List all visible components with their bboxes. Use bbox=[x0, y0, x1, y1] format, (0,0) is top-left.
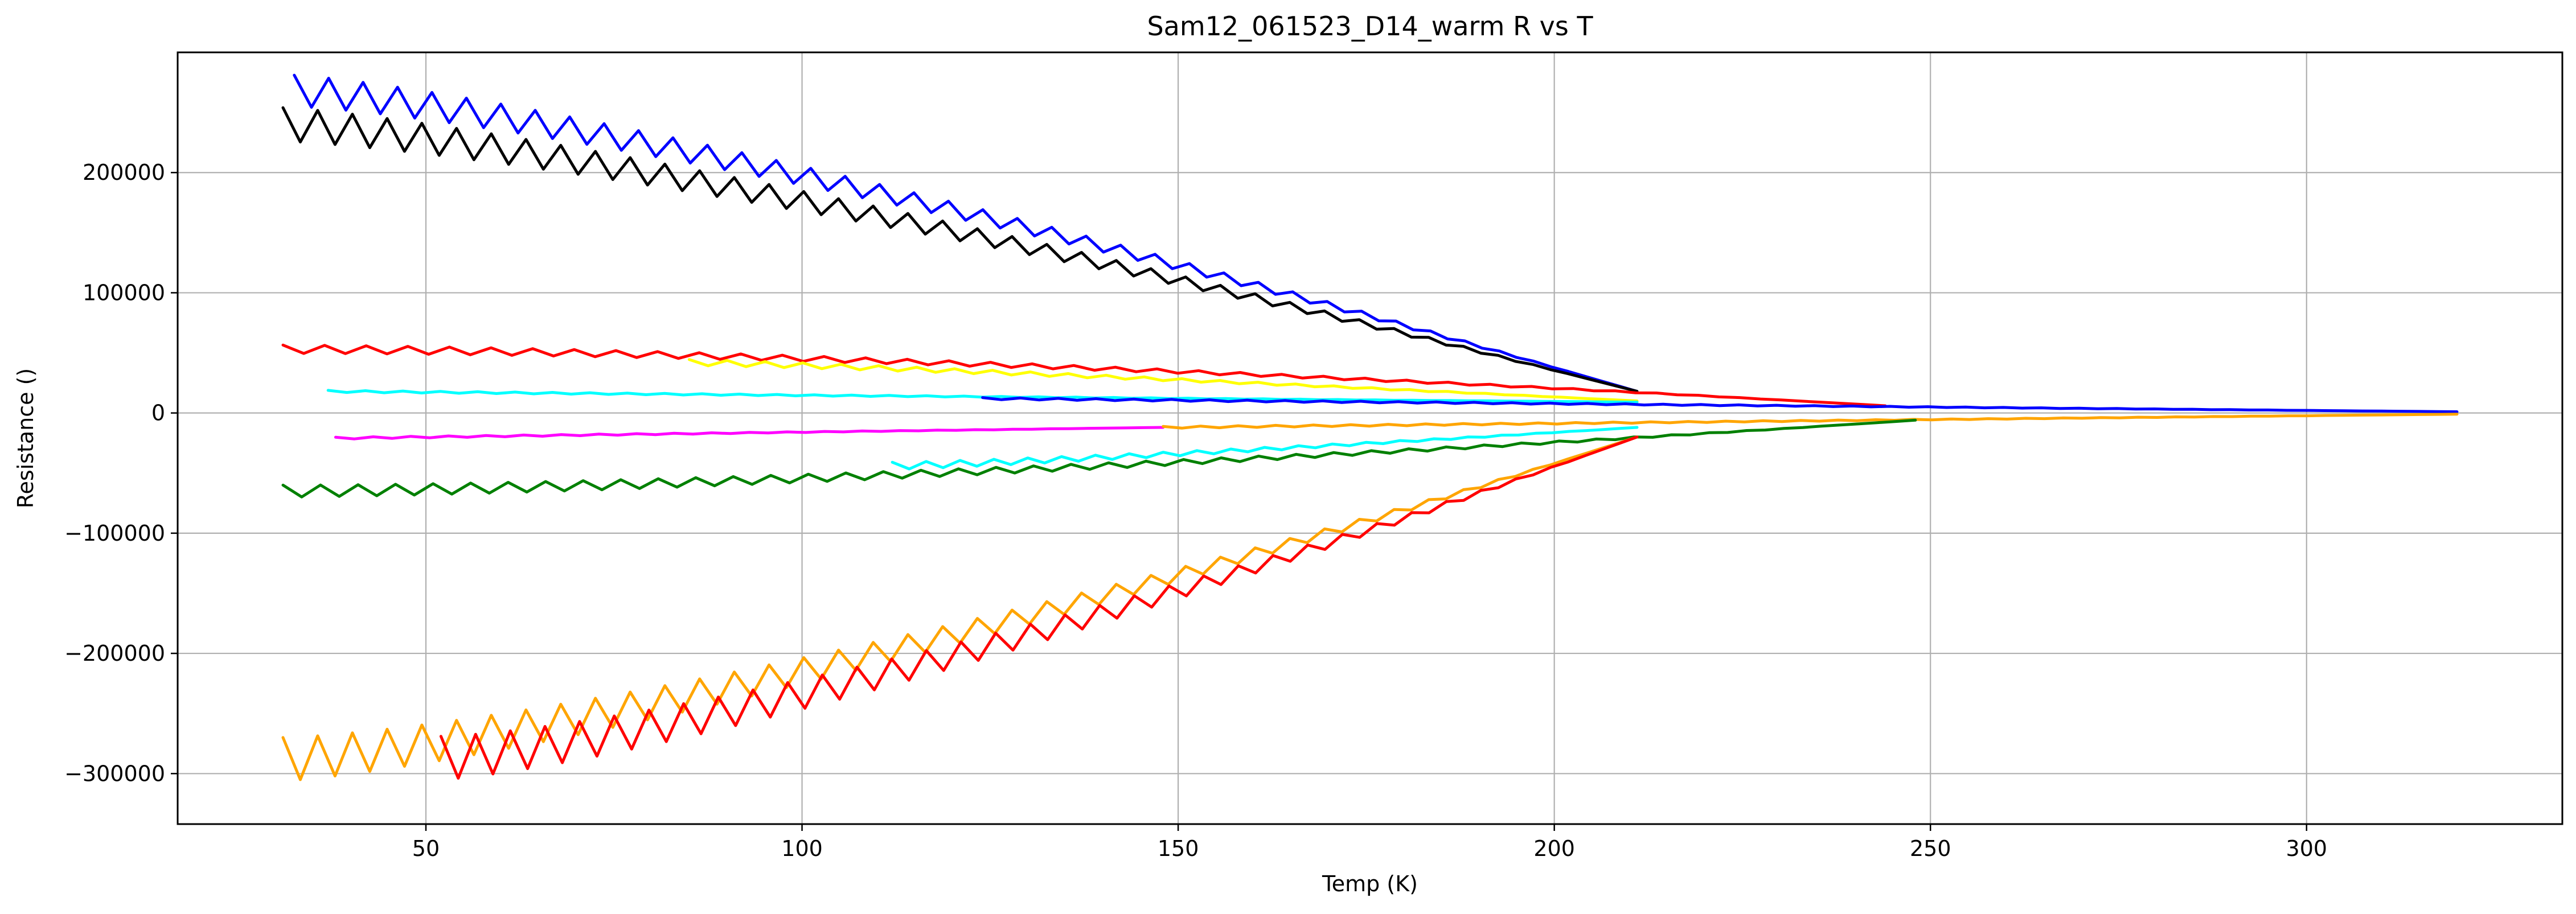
x-tick-label: 100 bbox=[781, 836, 823, 861]
series-line-1 bbox=[293, 73, 1639, 393]
series-line-7 bbox=[334, 426, 1165, 440]
x-tick-label: 250 bbox=[1910, 836, 1951, 861]
series-line-3 bbox=[281, 343, 1887, 407]
ticks: 50 100 150 200 250 300 200000 100000 0 −100000 −20… bbox=[64, 160, 2327, 861]
x-tick-label: 200 bbox=[1533, 836, 1575, 861]
series-line-9 bbox=[281, 418, 1917, 499]
y-tick-label: 100000 bbox=[83, 280, 165, 305]
y-tick-label: −300000 bbox=[64, 761, 165, 786]
series-line-2 bbox=[281, 106, 1639, 393]
series-line-6 bbox=[981, 396, 2459, 413]
y-tick-label: −100000 bbox=[64, 521, 165, 546]
y-tick-label: 200000 bbox=[83, 160, 165, 185]
y-axis-label: Resistance () bbox=[13, 368, 38, 509]
series-line-4 bbox=[687, 358, 1639, 402]
plot-frame bbox=[177, 51, 2563, 825]
y-tick-label: −200000 bbox=[64, 641, 165, 666]
x-tick-label: 300 bbox=[2286, 836, 2328, 861]
x-tick-label: 50 bbox=[412, 836, 440, 861]
series-line-12 bbox=[439, 435, 1639, 780]
series-line-8 bbox=[1162, 413, 2459, 430]
chart-title: Sam12_061523_D14_warm R vs T bbox=[1147, 11, 1593, 42]
series-line-10 bbox=[891, 426, 1639, 471]
x-tick-label: 150 bbox=[1158, 836, 1199, 861]
series-group bbox=[281, 73, 2459, 781]
y-tick-label: 0 bbox=[151, 401, 165, 426]
x-axis-label: Temp (K) bbox=[1322, 871, 1418, 896]
grid bbox=[178, 52, 2562, 824]
